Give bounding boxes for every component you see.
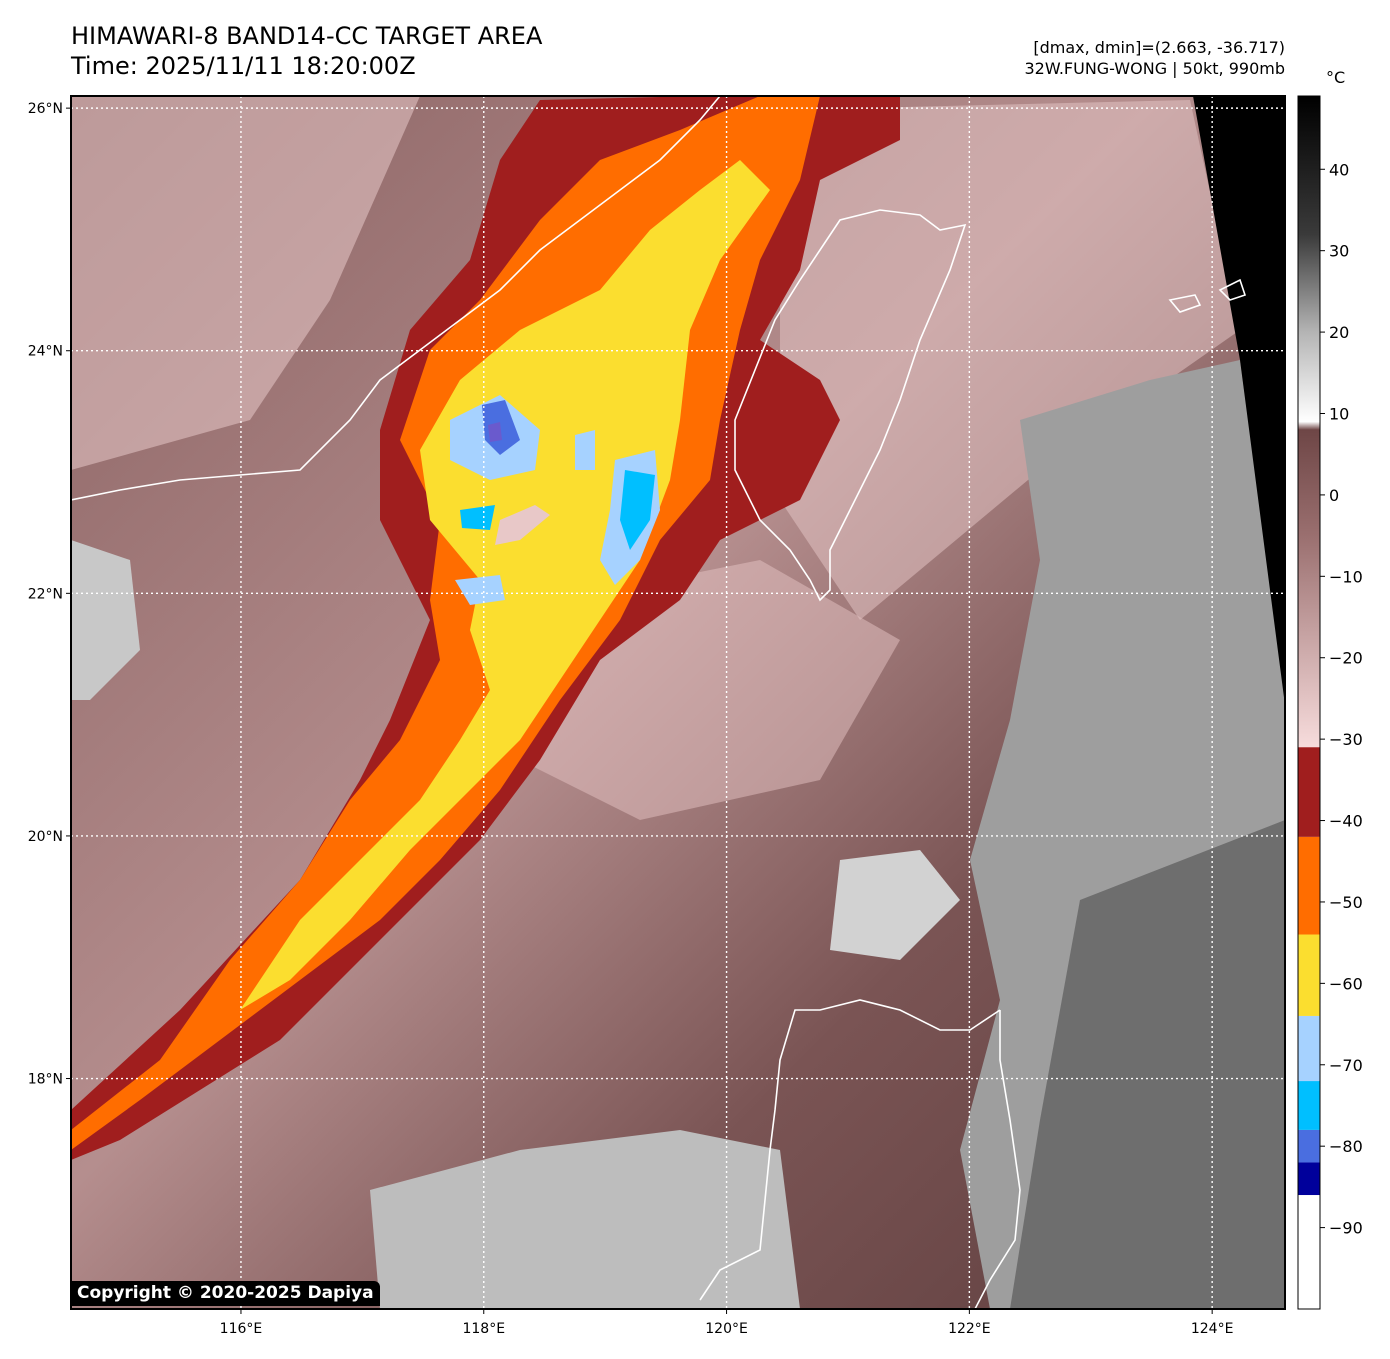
colorbar-segment [1298, 836, 1320, 935]
ryukyu-island [1168, 294, 1202, 313]
colorbar-tick-label: 10 [1329, 404, 1349, 423]
colorbar-tick-label: 30 [1329, 242, 1349, 261]
core-cyan [620, 470, 655, 550]
cirrus-northeast [780, 100, 1240, 620]
colorbar-tick-label: −30 [1329, 730, 1363, 749]
colorbar-tick-label: 20 [1329, 323, 1349, 342]
colorbar-tick-label: −70 [1329, 1056, 1363, 1075]
map-time: Time: 2025/11/11 18:20:00Z [71, 52, 416, 80]
colorbar-tick-label: −50 [1329, 893, 1363, 912]
lon-label: 122°E [948, 1321, 991, 1337]
colorbar-tick-label: −90 [1329, 1219, 1363, 1238]
colorbar-tick-label: −10 [1329, 567, 1363, 586]
copyright-label: Copyright © 2020-2025 Dapiya [71, 1281, 380, 1306]
core-purple [488, 422, 502, 442]
storm-info-text: 32W.FUNG-WONG | 50kt, 990mb [1024, 59, 1285, 78]
colorbar-ticks: 40 30 20 10 0 −10 −20 −30 −40 −50 −60 −70 −80 −90 [1320, 160, 1363, 1238]
colorbar-tick-label: 0 [1329, 486, 1339, 505]
eye-feature [495, 505, 550, 545]
ryukyu-island-2 [1218, 278, 1247, 301]
lat-label: 18°N [28, 1072, 63, 1088]
colorbar-segment [1298, 934, 1320, 1016]
latitude-labels: 26°N 24°N 22°N 20°N 18°N [28, 101, 63, 1087]
low-cloud-luzon-strait [830, 850, 960, 960]
luzon-coastline [699, 999, 1021, 1309]
lat-label: 26°N [28, 101, 63, 117]
convection-band-yellow [240, 160, 770, 1010]
longitude-labels: 116°E 118°E 120°E 122°E 124°E [220, 1321, 1234, 1337]
colorbar-tick-label: −60 [1329, 974, 1363, 993]
colorbar-tick-label: −40 [1329, 812, 1363, 831]
low-cloud-south [370, 1130, 800, 1309]
coastlines [71, 96, 1247, 1309]
colorbar-segment [1298, 1195, 1320, 1309]
no-data-wedge [1193, 96, 1285, 705]
data-range-text: [dmax, dmin]=(2.663, -36.717) [1033, 38, 1285, 57]
colorbar-segment [1298, 1081, 1320, 1130]
colorbar-tick-label: −80 [1329, 1137, 1363, 1156]
imagery-layer [71, 96, 1285, 1309]
colorbar-frame [1297, 95, 1321, 1310]
map-title: HIMAWARI-8 BAND14-CC TARGET AREA [71, 22, 543, 50]
colorbar-unit: °C [1326, 68, 1346, 87]
lat-label: 20°N [28, 829, 63, 845]
lat-label: 22°N [28, 586, 63, 602]
lat-label: 24°N [28, 344, 63, 360]
cirrus-northwest [71, 96, 420, 470]
clear-sea-east [1010, 820, 1285, 1309]
colorbar-segment [1298, 1015, 1320, 1082]
map-frame [70, 95, 1286, 1310]
colorbar-tick-label: −20 [1329, 649, 1363, 668]
china-coastline [71, 96, 721, 501]
taiwan-coastline [734, 209, 967, 602]
colorbar: 40 30 20 10 0 −10 −20 −30 −40 −50 −60 −70 −80 −90 [1297, 95, 1363, 1310]
colorbar-segment [1298, 747, 1320, 837]
lon-label: 124°E [1191, 1321, 1234, 1337]
core-lightblue-south [455, 575, 505, 605]
core-cyan-west [460, 505, 495, 530]
colorbar-segment [1298, 1129, 1320, 1163]
low-cloud-west [71, 540, 140, 700]
lon-label: 120°E [705, 1321, 748, 1337]
colorbar-segments [1298, 747, 1320, 1309]
core-lightblue-mid [575, 430, 595, 470]
lon-label: 118°E [462, 1321, 505, 1337]
colorbar-segment [1298, 1162, 1320, 1196]
lon-label: 116°E [220, 1321, 263, 1337]
graticule [66, 96, 1285, 1314]
colorbar-tick-label: 40 [1329, 160, 1349, 179]
